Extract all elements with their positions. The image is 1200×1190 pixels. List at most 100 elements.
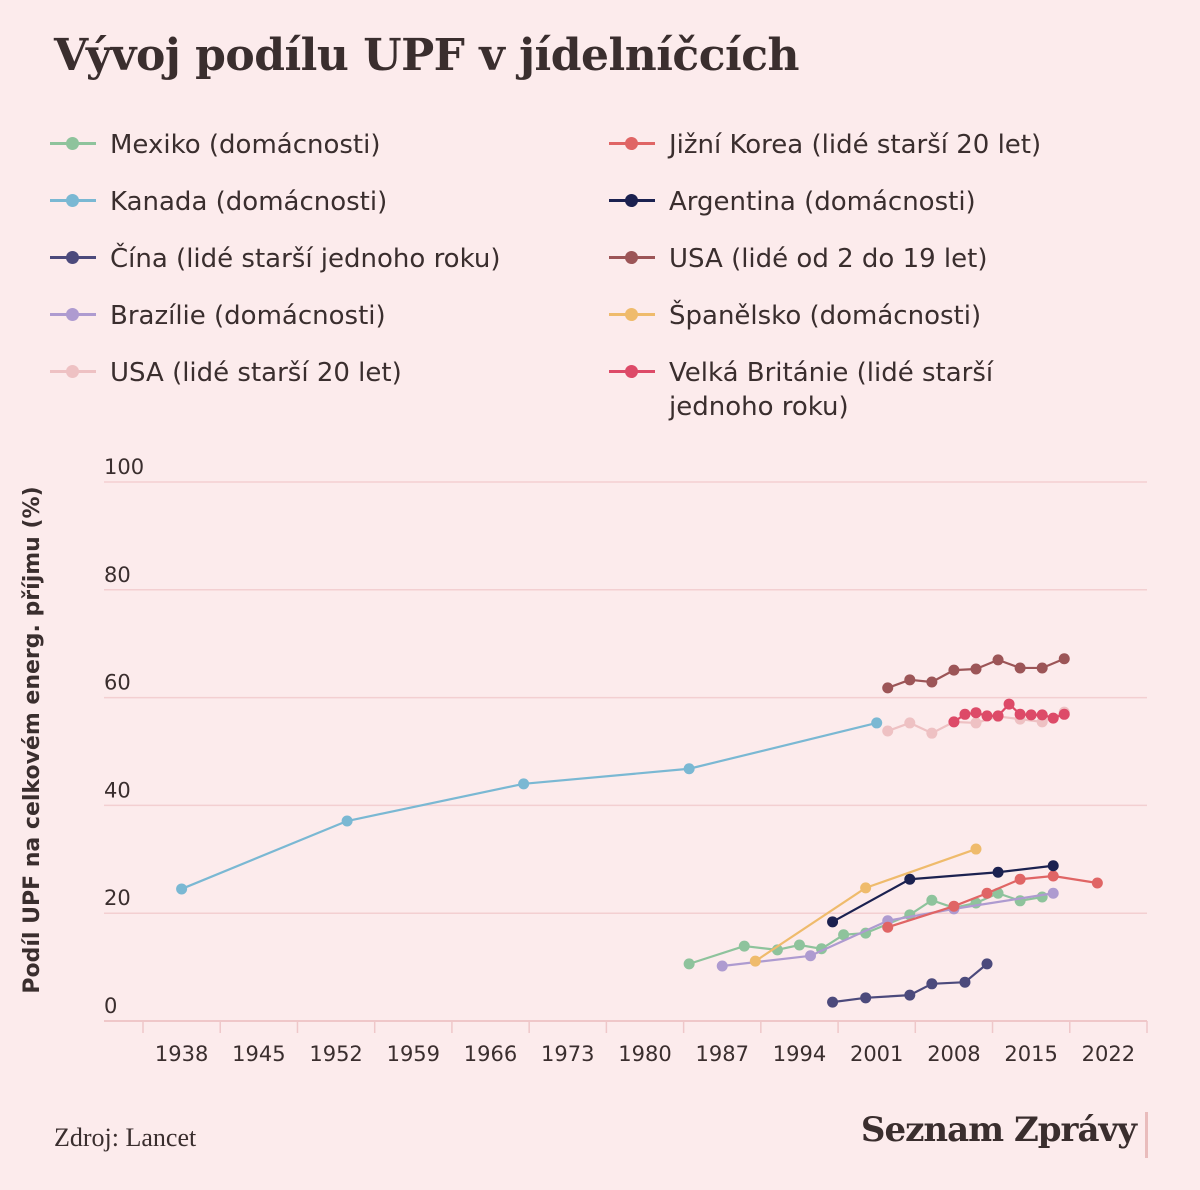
data-point xyxy=(970,717,982,729)
data-point xyxy=(992,710,1004,722)
legend-item-argentina[interactable]: Argentina (domácnosti) xyxy=(609,185,1129,219)
data-point xyxy=(176,883,188,895)
y-tick-label: 0 xyxy=(104,994,117,1018)
data-point xyxy=(827,916,839,928)
data-point xyxy=(959,976,971,988)
legend-item-china[interactable]: Čína (lidé starší jednoho roku) xyxy=(50,242,570,276)
data-point xyxy=(970,663,982,675)
legend-item-spain[interactable]: Španělsko (domácnosti) xyxy=(609,299,1129,333)
series-1 xyxy=(176,717,883,895)
data-point xyxy=(827,996,839,1008)
data-point xyxy=(1014,708,1026,720)
x-tick-label: 1938 xyxy=(155,1042,208,1066)
series-2 xyxy=(827,958,993,1008)
data-point xyxy=(749,955,761,967)
data-point xyxy=(904,674,916,686)
y-tick-label: 60 xyxy=(104,671,131,695)
x-tick-label: 1959 xyxy=(387,1042,440,1066)
x-tick-label: 1973 xyxy=(541,1042,594,1066)
legend-swatch-icon xyxy=(609,242,655,272)
x-tick-label: 1952 xyxy=(309,1042,362,1066)
legend-label: USA (lidé od 2 do 19 let) xyxy=(669,244,988,274)
data-point xyxy=(1058,653,1070,665)
data-point xyxy=(992,654,1004,666)
source-note: Zdroj: Lancet xyxy=(54,1123,197,1152)
x-tick-label: 2008 xyxy=(927,1042,980,1066)
y-tick-label: 80 xyxy=(104,563,131,587)
legend-label: Kanada (domácnosti) xyxy=(110,187,388,217)
data-point xyxy=(926,727,938,739)
brand-logo: Seznam Zprávy xyxy=(860,1110,1137,1150)
legend-item-canada[interactable]: Kanada (domácnosti) xyxy=(50,185,570,219)
data-point xyxy=(970,707,982,719)
data-point xyxy=(838,929,850,941)
data-point xyxy=(904,989,916,1001)
legend-item-south-korea[interactable]: Jižní Korea (lidé starší 20 let) xyxy=(609,128,1129,162)
data-point xyxy=(518,778,530,790)
data-point xyxy=(904,873,916,885)
data-point xyxy=(683,763,695,775)
data-point xyxy=(948,716,960,728)
data-point xyxy=(871,717,883,729)
data-point xyxy=(882,725,894,737)
legend-label: Španělsko (domácnosti) xyxy=(669,301,982,331)
data-point xyxy=(804,950,816,962)
legend-label: Jižní Korea (lidé starší 20 let) xyxy=(669,130,1042,160)
data-point xyxy=(1047,887,1059,899)
legend-item-usa-children[interactable]: USA (lidé od 2 do 19 let) xyxy=(609,242,1129,276)
legend-swatch-icon xyxy=(50,356,96,386)
y-tick-label: 40 xyxy=(104,778,131,802)
legend-swatch-icon xyxy=(609,299,655,329)
data-point xyxy=(959,708,971,720)
series-line xyxy=(832,864,1054,923)
data-point xyxy=(1014,873,1026,885)
legend-item-usa-adults[interactable]: USA (lidé starší 20 let) xyxy=(50,356,570,390)
legend-swatch-icon xyxy=(609,128,655,158)
data-point xyxy=(981,710,993,722)
data-point xyxy=(970,843,982,855)
series-9 xyxy=(948,698,1070,728)
legend-swatch-icon xyxy=(50,299,96,329)
chart-title: Vývoj podílu UPF v jídelníčcích xyxy=(54,30,799,81)
legend-label: Mexiko (domácnosti) xyxy=(110,130,381,160)
brand-divider xyxy=(1145,1112,1148,1158)
series-line xyxy=(887,874,1098,929)
data-point xyxy=(926,978,938,990)
data-point xyxy=(860,992,872,1004)
x-tick-label: 1987 xyxy=(696,1042,749,1066)
legend-label: Argentina (domácnosti) xyxy=(669,187,976,217)
data-point xyxy=(341,815,353,827)
legend-swatch-icon xyxy=(609,185,655,215)
data-point xyxy=(793,939,805,951)
data-point xyxy=(992,866,1004,878)
data-point xyxy=(1003,698,1015,710)
x-tick-label: 1966 xyxy=(464,1042,517,1066)
data-point xyxy=(882,921,894,933)
legend-item-brazil[interactable]: Brazílie (domácnosti) xyxy=(50,299,570,333)
data-point xyxy=(948,900,960,912)
data-point xyxy=(1047,712,1059,724)
data-point xyxy=(716,960,728,972)
data-point xyxy=(1058,708,1070,720)
legend-swatch-icon xyxy=(609,356,655,386)
x-tick-label: 1945 xyxy=(232,1042,285,1066)
legend-swatch-icon xyxy=(50,185,96,215)
data-point xyxy=(1025,709,1037,721)
data-point xyxy=(1014,662,1026,674)
x-tick-label: 1994 xyxy=(773,1042,826,1066)
series-7 xyxy=(882,653,1070,694)
data-point xyxy=(683,958,695,970)
data-point xyxy=(1047,870,1059,882)
x-tick-label: 2015 xyxy=(1004,1042,1057,1066)
legend-label: USA (lidé starší 20 let) xyxy=(110,358,402,388)
legend-swatch-icon xyxy=(50,242,96,272)
data-point xyxy=(1036,709,1048,721)
data-point xyxy=(860,882,872,894)
legend-item-great-britain[interactable]: Velká Británie (lidé starší jednoho roku… xyxy=(609,356,1039,424)
x-tick-label: 1980 xyxy=(618,1042,671,1066)
data-point xyxy=(1036,662,1048,674)
data-point xyxy=(1047,860,1059,872)
legend-item-mexico[interactable]: Mexiko (domácnosti) xyxy=(50,128,570,162)
series-5 xyxy=(882,870,1103,933)
